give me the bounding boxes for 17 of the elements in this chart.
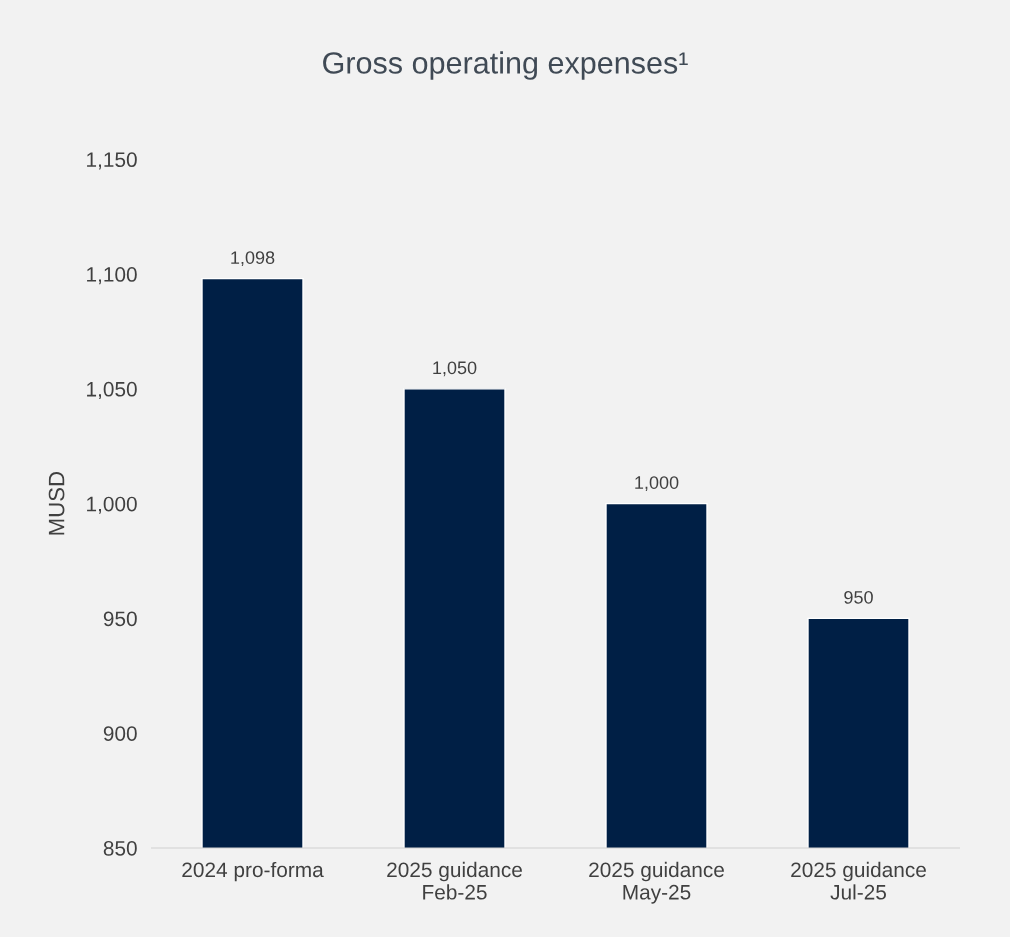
- data-label: 950: [844, 590, 873, 604]
- x-tick-label: 2025 guidance Feb-25: [387, 861, 522, 900]
- x-tick-label: 2024 pro-forma: [182, 861, 324, 882]
- y-tick-label: 850: [103, 840, 137, 856]
- data-label: 1,000: [635, 476, 679, 492]
- data-label: 1,050: [433, 361, 477, 377]
- x-tick-label: 2025 guidance Jul-25: [791, 861, 926, 900]
- x-tick-label: 2025 guidance May-25: [589, 861, 724, 904]
- y-tick-label: 950: [103, 611, 137, 627]
- y-tick-label: 1,050: [87, 381, 137, 400]
- y-tick-label: 1,150: [87, 152, 137, 170]
- chart-title: Gross operating expenses¹: [323, 51, 688, 80]
- y-tick-label: 1,100: [87, 267, 137, 285]
- y-tick-label: 900: [103, 726, 137, 741]
- y-axis-title: MUSD: [48, 471, 65, 535]
- data-label: 1,098: [231, 251, 275, 267]
- y-tick-label: 1,000: [87, 496, 137, 514]
